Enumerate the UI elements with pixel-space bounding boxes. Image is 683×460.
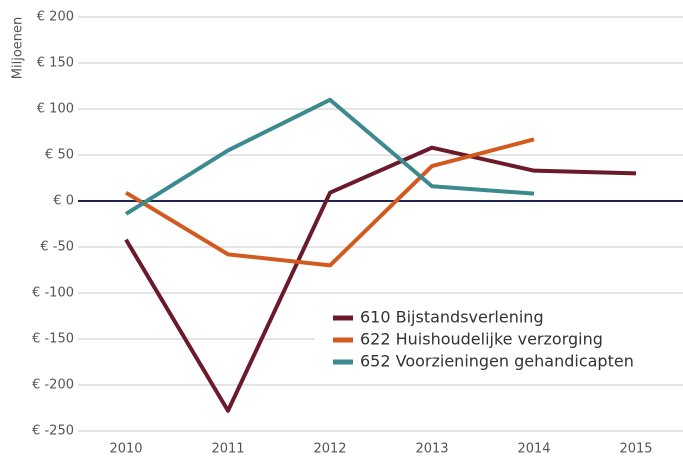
x-tick-label: 2015 xyxy=(619,442,652,457)
y-tick-label: € -250 xyxy=(32,424,74,439)
y-tick-label: € -50 xyxy=(40,240,74,255)
line-series xyxy=(124,145,637,413)
x-tick-label: 2010 xyxy=(109,442,142,457)
legend: 610 Bijstandsverlening 622 Huishoudelijke… xyxy=(315,300,683,378)
x-tick-label: 2011 xyxy=(211,442,244,457)
y-tick-label: € 200 xyxy=(37,10,74,25)
y-tick-label: € -200 xyxy=(32,378,74,393)
line-series xyxy=(124,137,535,268)
y-tick-label: € 150 xyxy=(37,56,74,71)
y-tick-label: € -100 xyxy=(32,286,74,301)
y-axis-label: Miljoenen xyxy=(11,17,26,79)
x-tick-label: 2014 xyxy=(517,442,550,457)
y-tick-label: € 100 xyxy=(37,102,74,117)
x-tick-label: 2013 xyxy=(415,442,448,457)
legend-label: 622 Huishoudelijke verzorging xyxy=(360,330,603,349)
legend-label: 652 Voorzieningen gehandicapten xyxy=(360,352,634,371)
legend-label: 610 Bijstandsverlening xyxy=(360,308,544,327)
line-series xyxy=(124,97,535,216)
y-tick-label: € -150 xyxy=(32,332,74,347)
y-tick-label: € 0 xyxy=(53,194,74,209)
legend-background xyxy=(315,300,683,378)
x-tick-label: 2012 xyxy=(313,442,346,457)
y-tick-label: € 50 xyxy=(45,148,74,163)
